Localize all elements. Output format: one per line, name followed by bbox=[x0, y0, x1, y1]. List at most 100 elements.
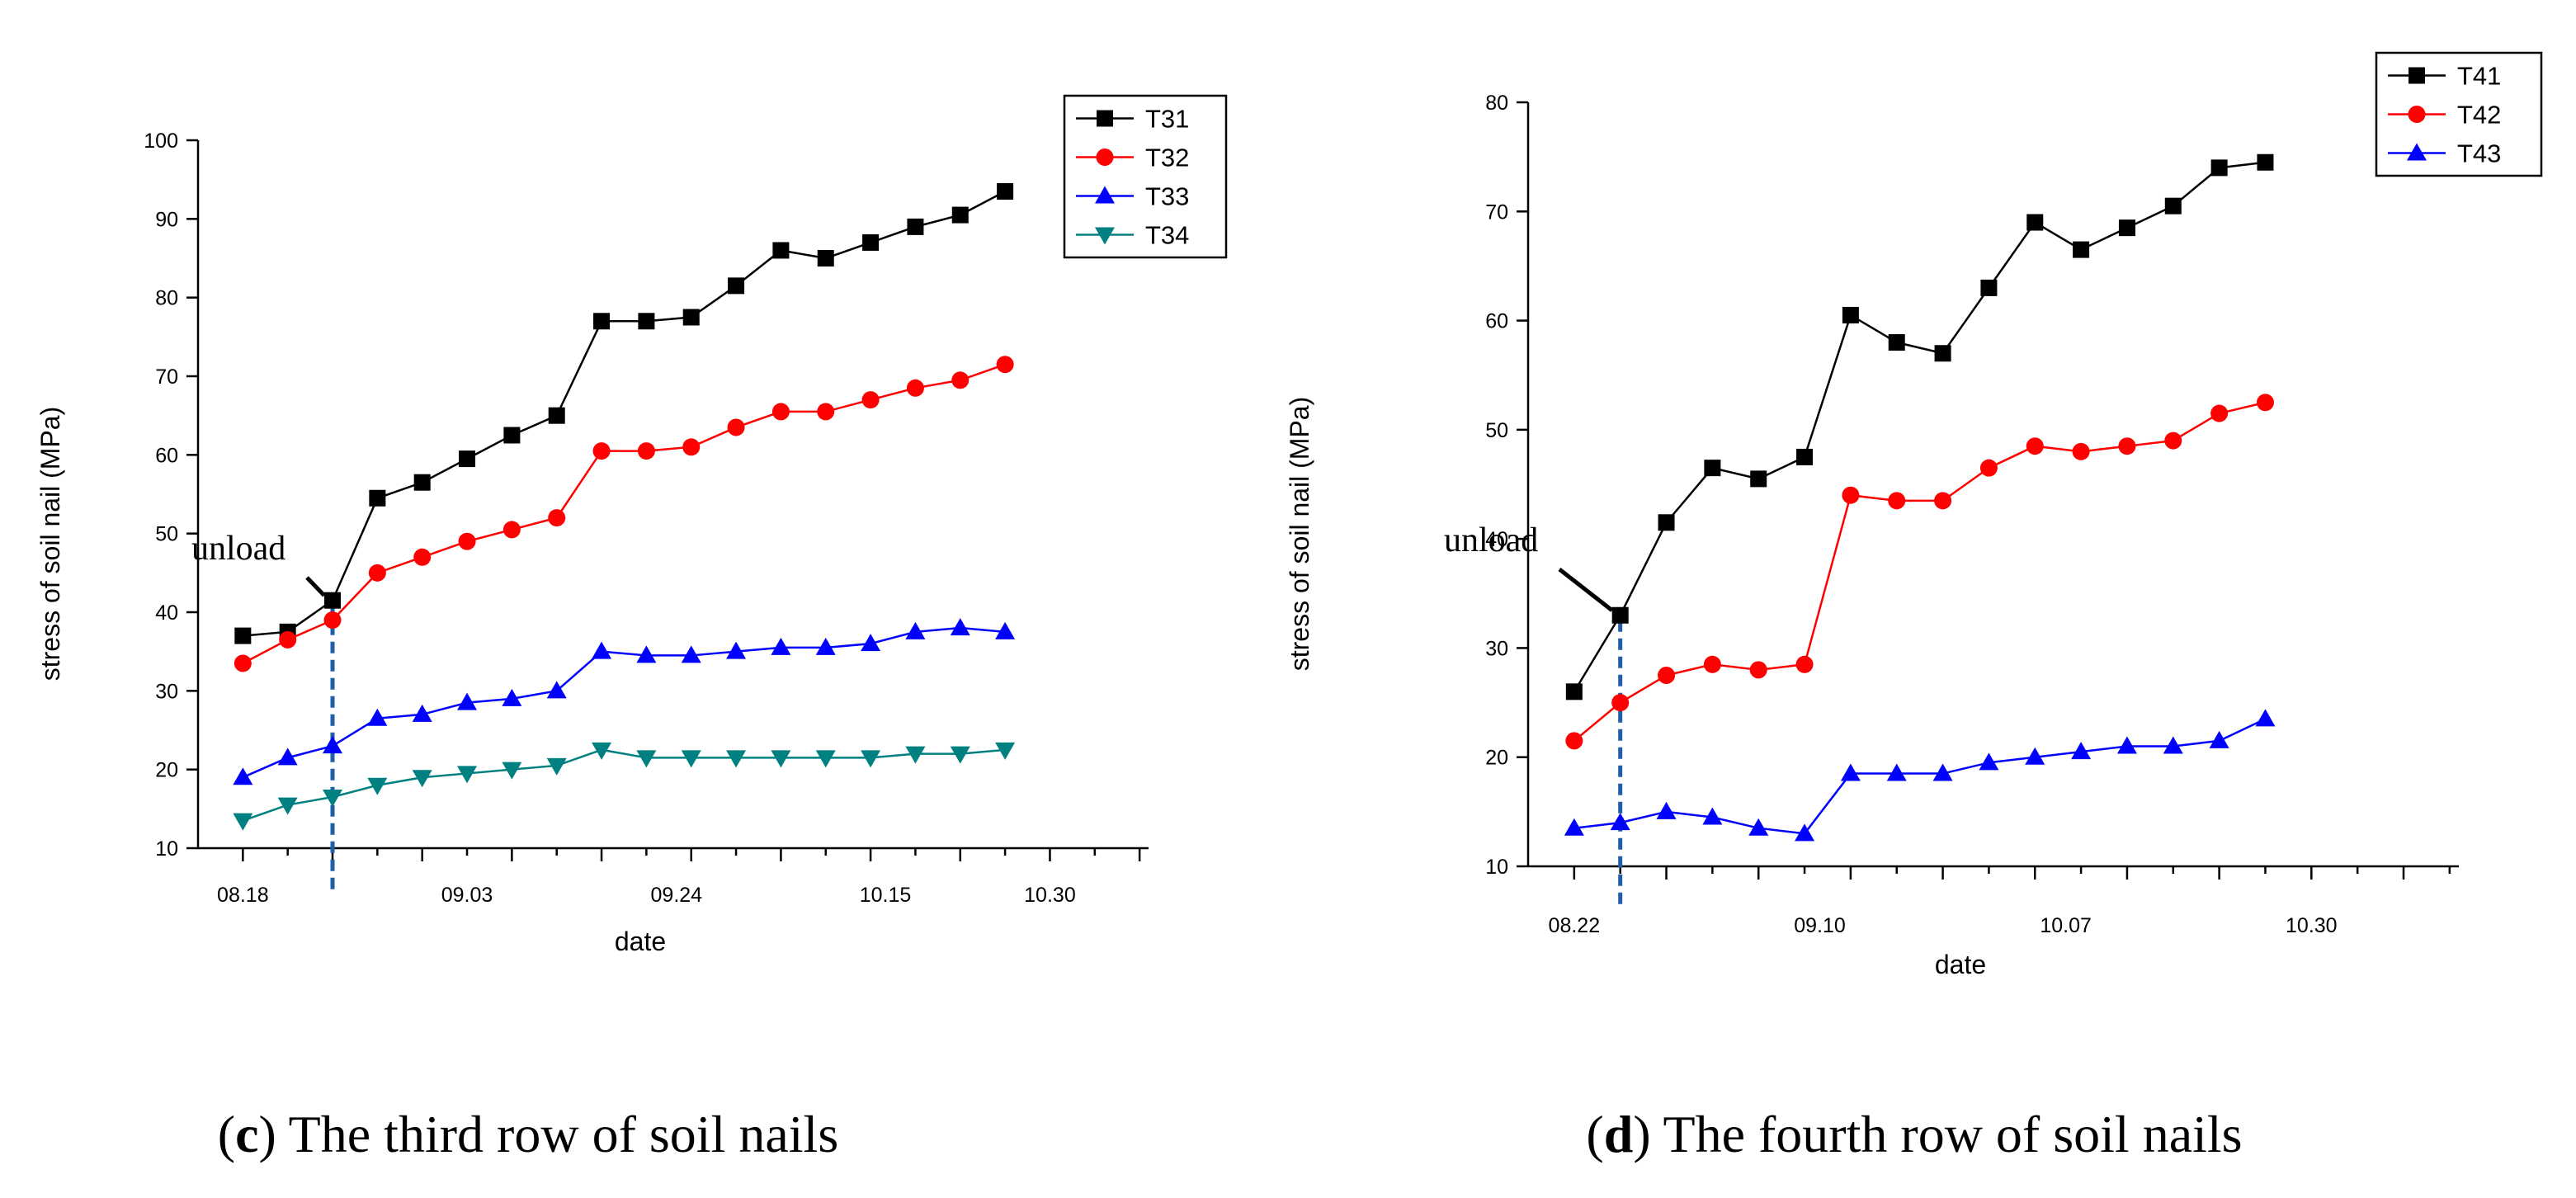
data-point-T31 bbox=[413, 474, 431, 491]
data-point-T42 bbox=[1611, 694, 1630, 712]
data-point-T33 bbox=[367, 708, 388, 726]
data-point-T34 bbox=[771, 750, 791, 768]
data-point-T32 bbox=[771, 403, 790, 421]
data-point-T43 bbox=[2255, 709, 2276, 727]
chart-panel-third-row: 10 20 30 40 50 60 70 80 90 100 08.18 09.03 09.24 10.1… bbox=[35, 94, 1228, 956]
data-point-T42 bbox=[1934, 492, 1952, 510]
data-point-T31 bbox=[369, 489, 386, 507]
y-tick-label: 20 bbox=[1485, 747, 1508, 770]
data-point-T41 bbox=[1888, 334, 1905, 351]
y-tick-label: 40 bbox=[1485, 528, 1508, 551]
data-point-T32 bbox=[458, 532, 476, 550]
y-tick-label: 70 bbox=[155, 366, 178, 389]
data-point-T33 bbox=[681, 645, 701, 663]
x-tick-label: 09.10 bbox=[1794, 914, 1846, 937]
y-tick-label: 60 bbox=[155, 444, 178, 467]
data-point-T43 bbox=[1702, 807, 1723, 825]
data-point-T32 bbox=[906, 379, 924, 397]
legend-marker-T31 bbox=[1097, 110, 1113, 127]
data-point-T43 bbox=[1610, 813, 1630, 831]
series-line-T34 bbox=[242, 748, 1006, 822]
series-line-T32 bbox=[242, 363, 1006, 665]
data-point-T42 bbox=[2072, 442, 2090, 460]
data-point-T31 bbox=[951, 206, 969, 224]
data-point-T34 bbox=[815, 750, 836, 768]
data-point-T43 bbox=[1748, 818, 1769, 836]
legend-label-T42: T42 bbox=[2457, 101, 2501, 130]
data-point-T42 bbox=[2256, 394, 2274, 412]
data-point-T34 bbox=[546, 757, 567, 776]
data-point-T34 bbox=[905, 746, 926, 764]
y-tick-label: 50 bbox=[155, 523, 178, 546]
data-point-T43 bbox=[1886, 763, 1907, 781]
data-point-T41 bbox=[2164, 197, 2182, 215]
legend-marker-T33 bbox=[1095, 186, 1115, 204]
data-point-T34 bbox=[277, 797, 298, 815]
data-point-T33 bbox=[277, 748, 298, 766]
data-point-T31 bbox=[772, 242, 790, 259]
data-point-T42 bbox=[1979, 459, 1998, 477]
data-point-T42 bbox=[1703, 655, 1721, 673]
data-point-T31 bbox=[459, 450, 476, 468]
data-point-T32 bbox=[727, 418, 745, 436]
data-point-T34 bbox=[681, 750, 701, 768]
data-point-T41 bbox=[1611, 606, 1629, 624]
data-point-T42 bbox=[1749, 661, 1767, 679]
data-point-T41 bbox=[2257, 153, 2274, 171]
series-line-T42 bbox=[1573, 401, 2266, 742]
legend-label-T34: T34 bbox=[1145, 221, 1189, 250]
data-point-T42 bbox=[2026, 437, 2044, 455]
data-point-T43 bbox=[1656, 801, 1677, 819]
data-point-T33 bbox=[457, 692, 478, 710]
data-point-T33 bbox=[636, 645, 657, 663]
legend-marker-T32 bbox=[1096, 149, 1114, 166]
data-point-T43 bbox=[2163, 736, 2183, 754]
data-point-T33 bbox=[861, 634, 881, 652]
legend-marker-T42 bbox=[2408, 106, 2426, 123]
y-tick-label: 100 bbox=[144, 130, 178, 153]
x-tick-label: 09.24 bbox=[651, 884, 703, 907]
data-point-T31 bbox=[817, 250, 834, 266]
x-axis-title: date bbox=[1935, 950, 1986, 979]
unload-annotation: unload bbox=[1444, 521, 1538, 559]
data-point-T41 bbox=[1980, 279, 1998, 296]
data-point-T31 bbox=[593, 313, 611, 330]
data-point-T41 bbox=[1565, 683, 1583, 700]
data-point-T41 bbox=[2026, 214, 2044, 231]
y-tick-label: 30 bbox=[155, 680, 178, 703]
legend-marker-T43 bbox=[2407, 143, 2427, 161]
series-line-T31 bbox=[243, 190, 1006, 637]
data-point-T43 bbox=[2116, 736, 2137, 754]
y-tick-label: 80 bbox=[155, 287, 178, 310]
data-point-T33 bbox=[905, 621, 926, 639]
unload-annotation: unload bbox=[191, 530, 285, 568]
data-point-T43 bbox=[1840, 763, 1861, 781]
data-point-T31 bbox=[728, 277, 745, 295]
data-point-T41 bbox=[2118, 219, 2135, 237]
x-axis-title: date bbox=[615, 927, 666, 956]
x-tick-label: 08.18 bbox=[217, 884, 269, 907]
data-point-T34 bbox=[995, 742, 1016, 760]
unload-leader-line bbox=[305, 576, 326, 597]
data-point-T32 bbox=[682, 438, 701, 456]
data-point-T41 bbox=[1750, 470, 1767, 488]
legend-label-T33: T33 bbox=[1145, 182, 1189, 211]
data-point-T31 bbox=[862, 233, 880, 251]
data-point-T43 bbox=[1795, 823, 1815, 842]
data-point-T31 bbox=[638, 313, 655, 330]
data-point-T32 bbox=[279, 630, 297, 649]
series-line-T43 bbox=[1573, 718, 2267, 835]
data-point-T43 bbox=[2071, 742, 2092, 760]
data-point-T31 bbox=[234, 627, 252, 644]
data-point-T42 bbox=[2210, 404, 2229, 422]
data-point-T32 bbox=[548, 509, 566, 527]
data-point-T42 bbox=[1888, 492, 1906, 510]
data-point-T33 bbox=[546, 681, 567, 699]
legend-marker-T34 bbox=[1095, 227, 1115, 245]
data-point-T33 bbox=[995, 621, 1016, 639]
legend-label-T32: T32 bbox=[1145, 144, 1189, 172]
data-point-T42 bbox=[2164, 432, 2182, 450]
data-point-T31 bbox=[682, 309, 700, 326]
data-point-T34 bbox=[233, 813, 253, 831]
data-point-T34 bbox=[502, 762, 522, 780]
